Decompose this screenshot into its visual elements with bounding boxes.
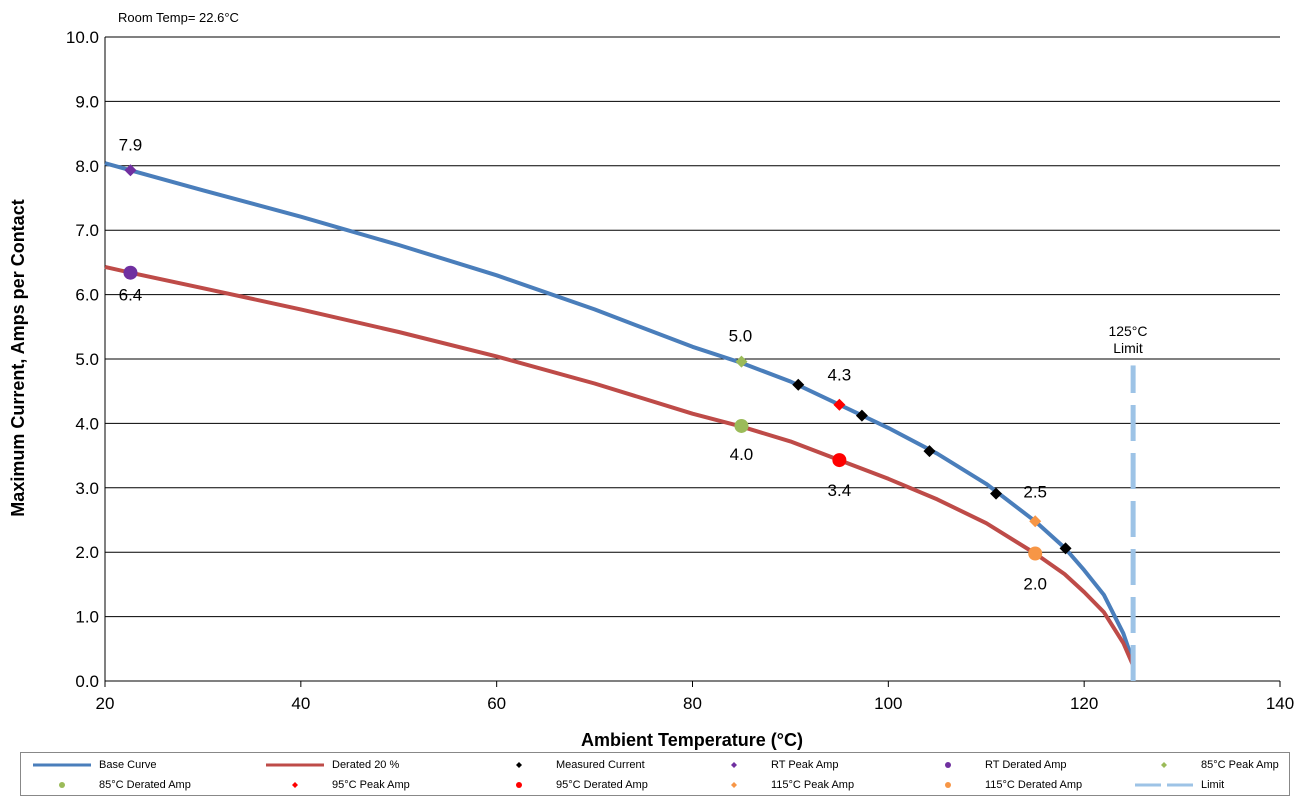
legend-symbol	[1133, 778, 1195, 792]
rt-derated-amp-point	[123, 265, 138, 280]
legend: Base Curve Derated 20 % Measured Current RT…	[20, 752, 1290, 796]
gridlines	[104, 36, 1281, 687]
rt-peak-amp-point	[124, 164, 137, 177]
95c-derated-amp-point	[832, 453, 847, 468]
legend-label: 95°C Peak Amp	[332, 779, 410, 791]
x-tick-label: 60	[487, 694, 506, 713]
85c-peak-amp-data-label: 5.0	[729, 327, 753, 346]
measured-current-point	[792, 378, 805, 391]
85c-derated-amp-data-label: 4.0	[730, 445, 754, 464]
markers	[123, 164, 1072, 561]
legend-item-rt-peak-amp: RT Peak Amp	[703, 755, 838, 775]
x-tick-label: 140	[1266, 694, 1294, 713]
85c-peak-amp-point	[735, 355, 748, 368]
legend-item-limit: Limit	[1133, 775, 1224, 795]
legend-symbol	[917, 758, 979, 772]
x-tick-label: 120	[1070, 694, 1098, 713]
115c-derated-amp-point	[1028, 546, 1043, 561]
legend-symbol	[264, 758, 326, 772]
legend-item-95c-peak-amp: 95°C Peak Amp	[264, 775, 410, 795]
derated-20-line	[104, 264, 1135, 667]
x-tick-label: 40	[291, 694, 310, 713]
y-tick-label: 9.0	[75, 92, 99, 111]
legend-symbol	[31, 758, 93, 772]
legend-item-derated-20: Derated 20 %	[264, 755, 399, 775]
legend-label: Limit	[1201, 779, 1225, 791]
measured-current-point	[990, 487, 1003, 500]
measured-current-point	[855, 409, 868, 422]
115c-peak-amp-point	[1029, 515, 1042, 528]
legend-label: 115°C Peak Amp	[771, 779, 855, 791]
x-tick-label: 100	[874, 694, 902, 713]
legend-label: Base Curve	[99, 759, 157, 771]
legend-label: 85°C Peak Amp	[1201, 759, 1279, 771]
legend-item-measured-current: Measured Current	[488, 755, 645, 775]
measured-current-point	[1059, 542, 1072, 555]
x-tick-label: 20	[96, 694, 115, 713]
chart: 0.0 1.0 2.0 3.0 4.0 5.0 6.0 7.0 8.0 9.0 10.0 20 40 6…	[8, 10, 1295, 750]
y-tick-labels: 0.0 1.0 2.0 3.0 4.0 5.0 6.0 7.0 8.0 9.0 10.0	[66, 28, 99, 691]
legend-item-115c-derated-amp: 115°C Derated Amp	[917, 775, 1082, 795]
legend-symbol	[703, 758, 765, 772]
base-curve-line	[104, 161, 1135, 663]
legend-symbol	[488, 758, 550, 772]
y-tick-label: 3.0	[75, 479, 99, 498]
x-tick-labels: 20 40 60 80 100 120 140	[96, 694, 1295, 713]
x-tick-label: 80	[683, 694, 702, 713]
legend-item-85c-derated-amp: 85°C Derated Amp	[31, 775, 191, 795]
y-tick-label: 4.0	[75, 414, 99, 433]
y-tick-label: 0.0	[75, 672, 99, 691]
95c-peak-amp-data-label: 4.3	[828, 366, 852, 385]
y-tick-label: 8.0	[75, 157, 99, 176]
legend-item-85c-peak-amp: 85°C Peak Amp	[1133, 755, 1279, 775]
y-tick-label: 2.0	[75, 543, 99, 562]
data-labels: 7.9 6.4 5.0 4.0 4.3 3.4 2.5 2.0	[119, 135, 1047, 593]
legend-item-base-curve: Base Curve	[31, 755, 156, 775]
85c-derated-amp-point	[734, 418, 749, 433]
legend-symbol	[488, 778, 550, 792]
y-tick-label: 10.0	[66, 28, 99, 47]
legend-label: Derated 20 %	[332, 759, 400, 771]
rt-derated-amp-data-label: 6.4	[119, 286, 143, 305]
y-tick-label: 7.0	[75, 221, 99, 240]
legend-symbol	[917, 778, 979, 792]
115c-derated-amp-data-label: 2.0	[1023, 574, 1047, 593]
rt-peak-amp-data-label: 7.9	[119, 135, 143, 154]
115c-peak-amp-data-label: 2.5	[1023, 482, 1047, 501]
legend-label: RT Peak Amp	[771, 759, 839, 771]
limit-label-line1: 125°C	[1108, 323, 1147, 339]
legend-symbol	[703, 778, 765, 792]
legend-symbol	[1133, 758, 1195, 772]
legend-symbol	[31, 778, 93, 792]
legend-label: RT Derated Amp	[985, 759, 1067, 771]
y-tick-label: 1.0	[75, 608, 99, 627]
legend-item-95c-derated-amp: 95°C Derated Amp	[488, 775, 648, 795]
legend-item-rt-derated-amp: RT Derated Amp	[917, 755, 1067, 775]
limit-label-line2: Limit	[1113, 340, 1143, 356]
legend-label: 85°C Derated Amp	[99, 779, 191, 791]
y-tick-label: 6.0	[75, 286, 99, 305]
measured-current-point	[923, 445, 936, 458]
room-temp-annotation: Room Temp= 22.6°C	[118, 10, 239, 25]
y-tick-label: 5.0	[75, 350, 99, 369]
95c-peak-amp-point	[833, 398, 846, 411]
legend-item-115c-peak-amp: 115°C Peak Amp	[703, 775, 854, 795]
95c-derated-amp-data-label: 3.4	[828, 481, 852, 500]
legend-label: 115°C Derated Amp	[985, 779, 1083, 791]
legend-label: Measured Current	[556, 759, 645, 771]
curves	[104, 161, 1136, 681]
x-axis-title: Ambient Temperature (°C)	[581, 730, 803, 750]
y-axis-title: Maximum Current, Amps per Contact	[8, 199, 28, 516]
legend-label: 95°C Derated Amp	[556, 779, 648, 791]
legend-symbol	[264, 778, 326, 792]
